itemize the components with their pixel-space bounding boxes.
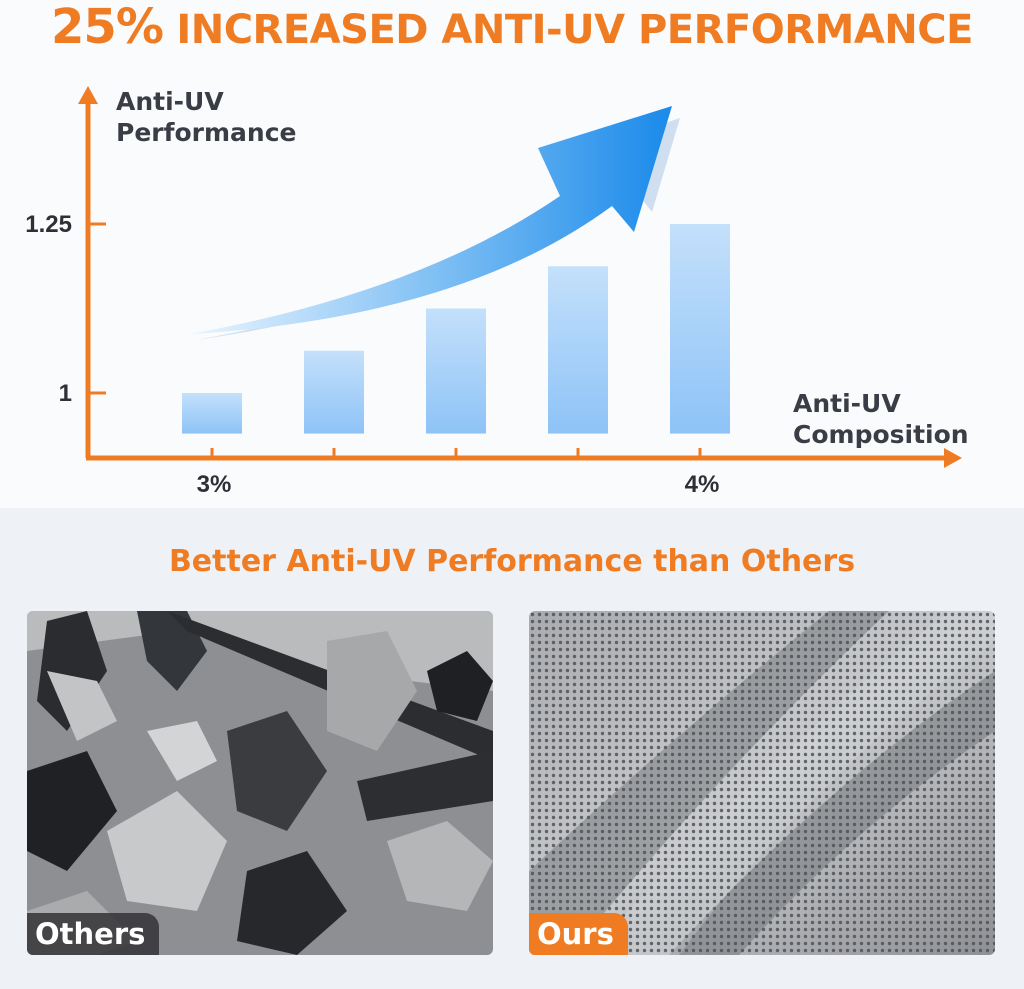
y-axis-label-line-1: Anti-UV (116, 87, 224, 116)
performance-bar-chart: 11.25 3% 4% (25, 86, 962, 498)
y-ticks-group: 11.25 (25, 211, 106, 407)
bar-2 (426, 308, 486, 434)
x-axis-label: Anti-UV Composition (793, 388, 969, 450)
y-axis-arrowhead (78, 86, 98, 104)
damaged-fabric-illustration (27, 611, 493, 955)
x-ticks-group: 3% 4% (197, 448, 720, 498)
bar-3 (548, 266, 608, 434)
x-tick-label-0: 3% (197, 471, 232, 498)
x-tick-label-1: 4% (685, 471, 720, 498)
y-tick-label-1: 1.25 (25, 211, 72, 238)
others-badge: Others (27, 913, 160, 955)
bar-0 (182, 393, 242, 434)
x-axis-label-line-1: Anti-UV (793, 389, 901, 418)
y-tick-label-0: 1 (59, 380, 72, 407)
axes-group (78, 86, 962, 468)
y-axis-label-line-2: Performance (116, 118, 297, 147)
trend-arrow-body (190, 106, 672, 334)
y-axis-label: Anti-UV Performance (116, 86, 296, 148)
headline-text: INCREASED ANTI-UV PERFORMANCE (176, 7, 973, 53)
x-axis-arrowhead (944, 448, 962, 468)
ours-badge: Ours (529, 913, 628, 955)
headline-percent: 25% (51, 0, 164, 55)
x-axis-label-line-2: Composition (793, 420, 969, 449)
bar-4 (670, 224, 730, 434)
ours-fabric-photo: Ours (529, 611, 995, 955)
others-fabric-photo: Others (27, 611, 493, 955)
trend-arrow (190, 106, 680, 340)
mesh-fabric-illustration (529, 611, 995, 955)
headline: 25% INCREASED ANTI-UV PERFORMANCE (0, 0, 1024, 57)
bars-group (182, 224, 730, 434)
comparison-heading: Better Anti-UV Performance than Others (168, 544, 856, 579)
bar-1 (304, 350, 364, 434)
